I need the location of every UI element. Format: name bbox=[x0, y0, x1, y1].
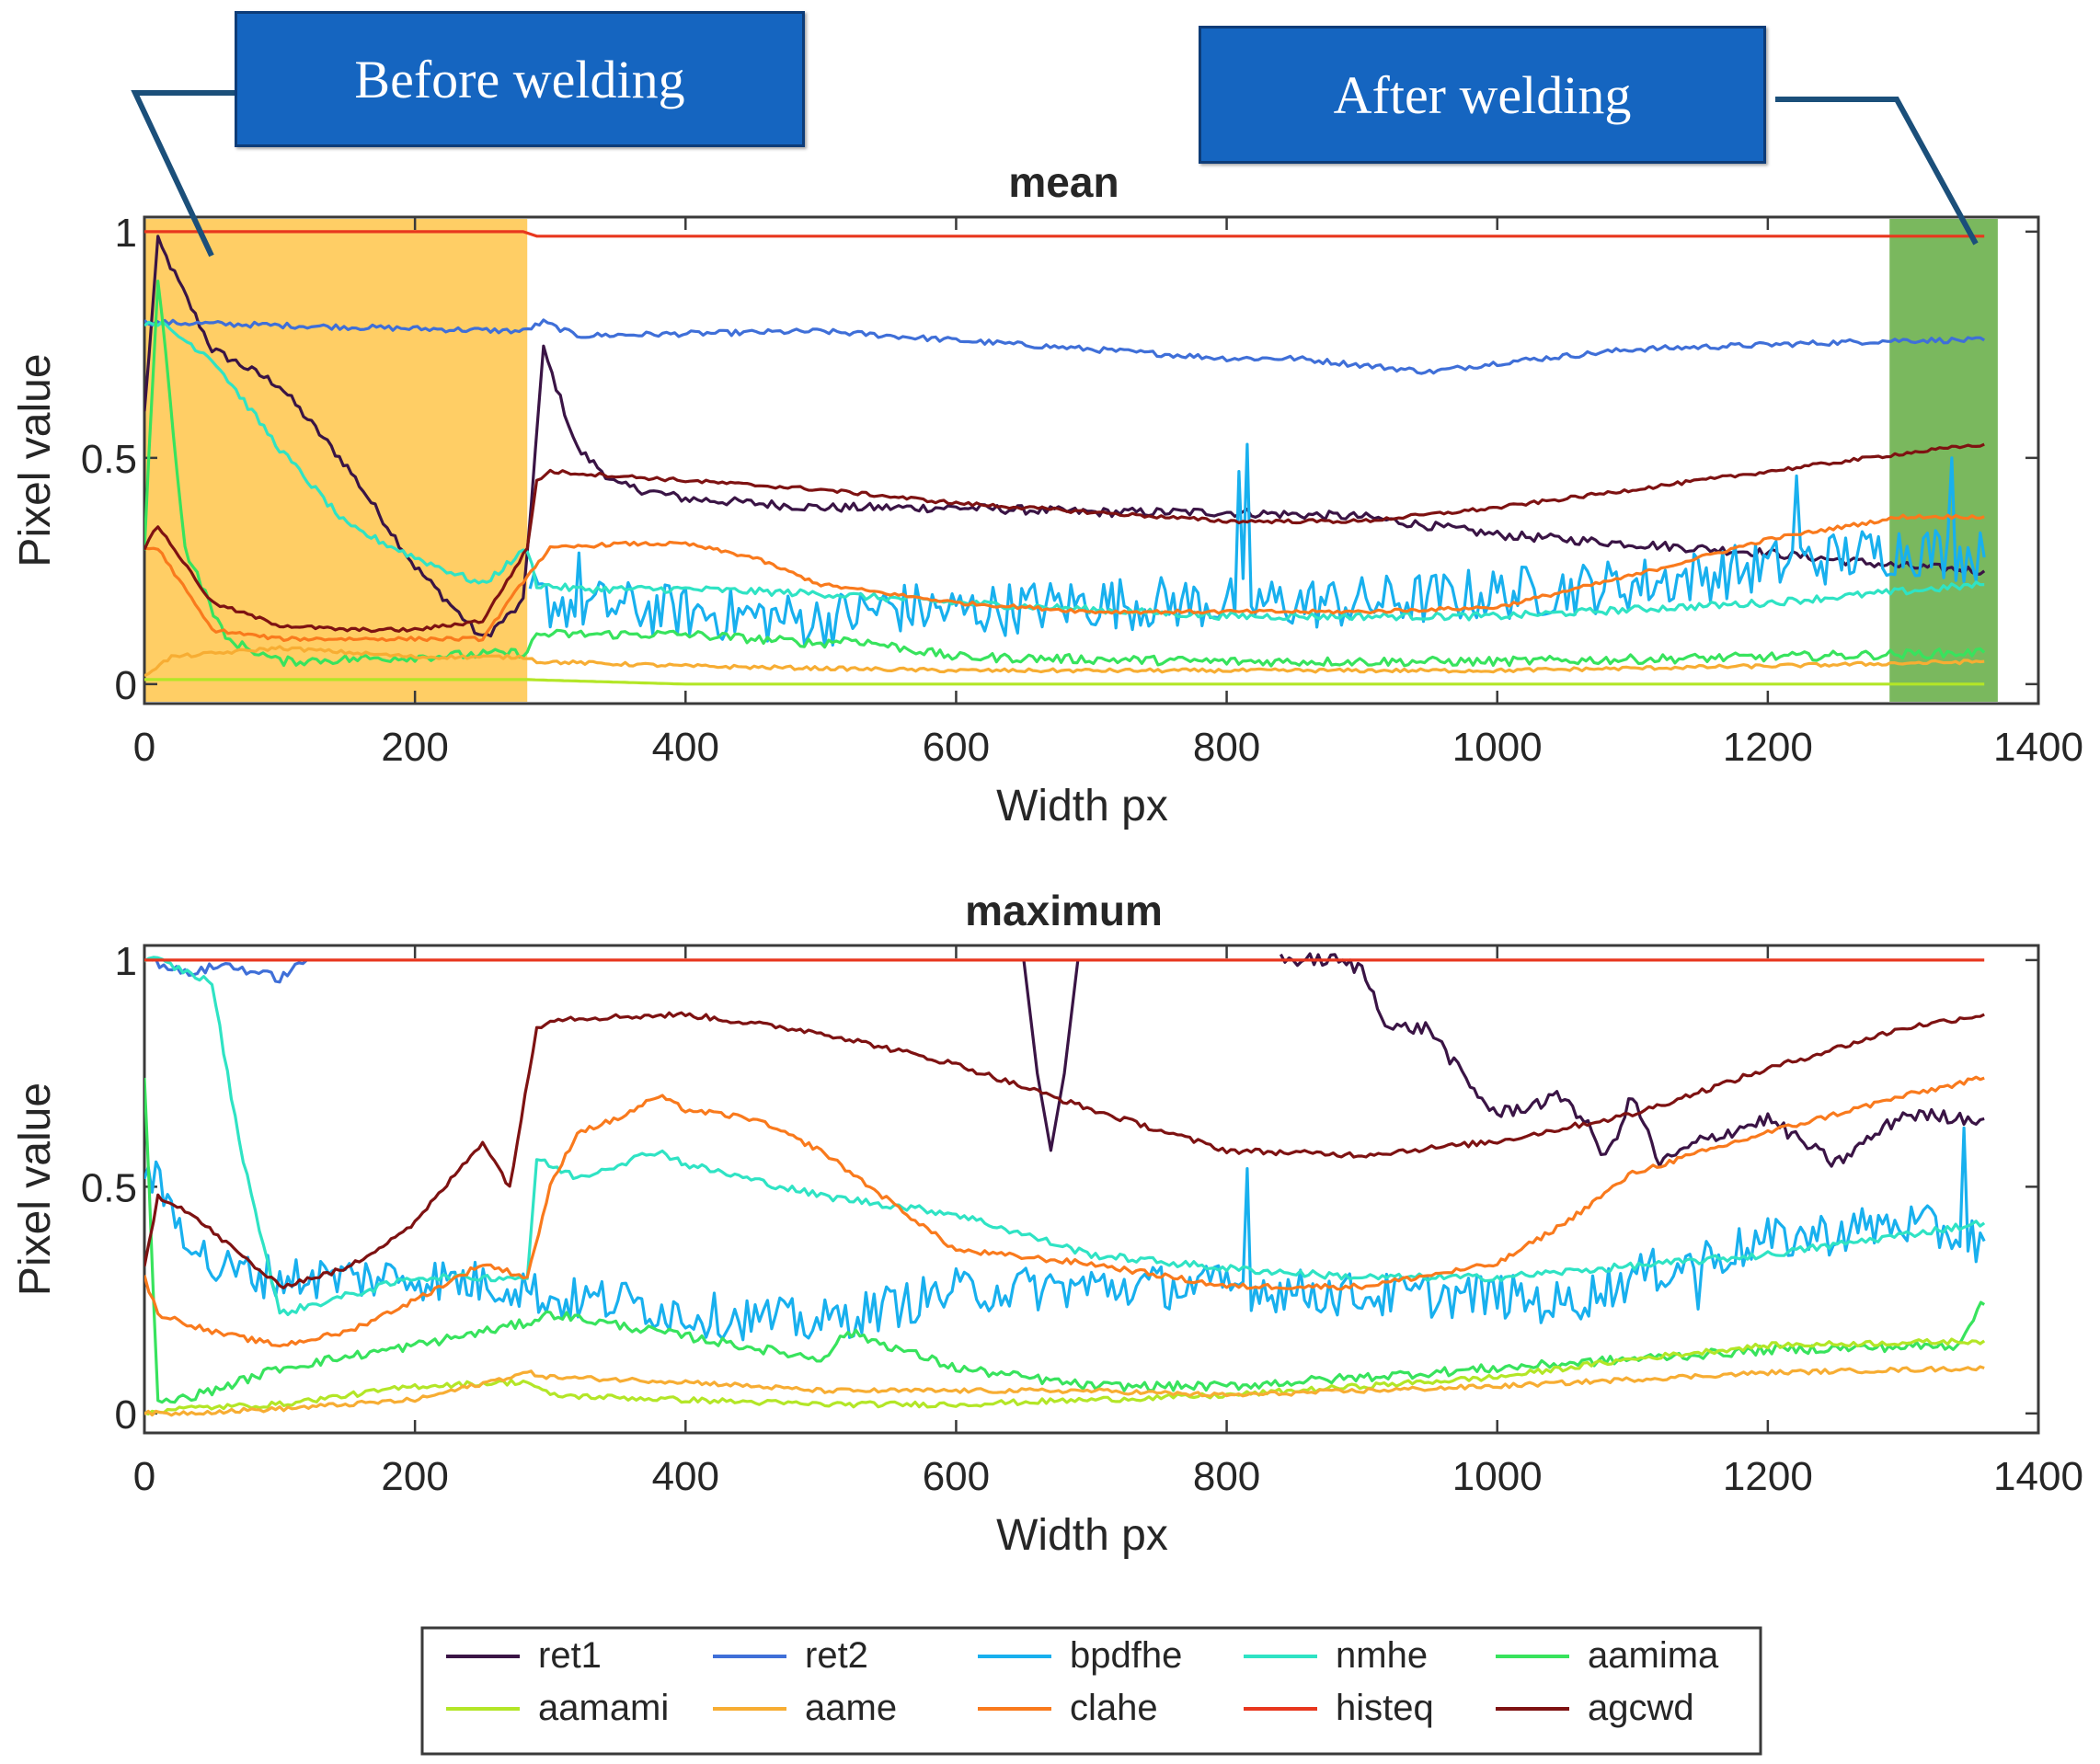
x-tick-label: 200 bbox=[381, 725, 448, 770]
x-tick-label: 800 bbox=[1193, 725, 1260, 770]
x-tick-label: 1000 bbox=[1452, 1454, 1543, 1499]
legend: ret1 ret2 bpdfhe nmhe aamima aamami aame clahe h… bbox=[420, 1626, 1762, 1756]
x-tick-label: 200 bbox=[381, 1454, 448, 1499]
x-tick-label: 600 bbox=[923, 725, 990, 770]
series-line-aame bbox=[144, 1365, 1985, 1417]
chart-title: maximum bbox=[965, 887, 1163, 934]
y-tick-label: 0 bbox=[115, 1392, 137, 1438]
legend-label-nmhe: nmhe bbox=[1336, 1635, 1428, 1676]
series-line-clahe bbox=[144, 513, 1985, 643]
y-tick-label: 0.5 bbox=[81, 437, 137, 482]
after-welding-callout: After welding bbox=[1199, 26, 1766, 164]
x-tick-label: 0 bbox=[133, 725, 155, 770]
after-welding-region bbox=[1889, 219, 1998, 702]
legend-label-clahe: clahe bbox=[1070, 1688, 1158, 1728]
chart-panel-maximum: 0 200 400 600 800 1000 1200 1400 0 0.5 1 maximum Wid… bbox=[11, 887, 2083, 1560]
series-line-agcwd bbox=[144, 442, 1985, 634]
x-tick-label: 1200 bbox=[1723, 725, 1813, 770]
series-line-histeq bbox=[144, 230, 1985, 238]
after-welding-pointer bbox=[1775, 97, 1979, 246]
x-tick-label: 400 bbox=[652, 1454, 719, 1499]
series-line-aamima bbox=[144, 1077, 1986, 1404]
y-tick-label: 1 bbox=[115, 211, 137, 256]
x-tick-label: 0 bbox=[133, 1454, 155, 1499]
series-line-ret1-segment bbox=[1279, 952, 1985, 1168]
legend-label-bpdfhe: bpdfhe bbox=[1070, 1635, 1182, 1676]
before-welding-pointer bbox=[131, 90, 236, 258]
legend-label-aamami: aamami bbox=[538, 1688, 669, 1728]
legend-label-aamima: aamima bbox=[1588, 1635, 1719, 1676]
series-line-bpdfhe bbox=[144, 1126, 1986, 1342]
y-tick-label: 0 bbox=[115, 663, 137, 708]
x-tick-label: 1000 bbox=[1452, 725, 1543, 770]
series-line-aamima bbox=[144, 280, 1986, 668]
series-line-bpdfhe bbox=[528, 442, 1986, 647]
plot-frame bbox=[143, 944, 2040, 1435]
series-line-aamami bbox=[144, 1337, 1986, 1416]
series-lines bbox=[144, 952, 1986, 1417]
x-tick-label: 600 bbox=[923, 1454, 990, 1499]
legend-label-histeq: histeq bbox=[1336, 1688, 1434, 1728]
series-line-ret1 bbox=[1022, 959, 1080, 1152]
legend-box bbox=[420, 1626, 1762, 1756]
series-line-clahe bbox=[144, 1075, 1985, 1348]
legend-label-ret2: ret2 bbox=[805, 1635, 868, 1676]
series-line-nmhe bbox=[144, 320, 1985, 622]
chart-title: mean bbox=[1008, 158, 1119, 206]
x-axis-label: Width px bbox=[996, 1511, 1168, 1560]
after-welding-label: After welding bbox=[1333, 64, 1632, 125]
x-axis-label: Width px bbox=[996, 782, 1168, 830]
y-tick-label: 1 bbox=[115, 939, 137, 984]
plot-frame bbox=[143, 215, 2040, 705]
legend-label-ret1: ret1 bbox=[538, 1635, 602, 1676]
series-lines bbox=[144, 230, 1986, 686]
x-tick-label: 400 bbox=[652, 725, 719, 770]
before-welding-callout: Before welding bbox=[235, 11, 805, 147]
series-line-aame bbox=[144, 645, 1985, 678]
series-line-aamami bbox=[144, 678, 1985, 686]
legend-label-agcwd: agcwd bbox=[1588, 1688, 1694, 1728]
x-tick-label: 800 bbox=[1193, 1454, 1260, 1499]
chart-panel-mean: 0 200 400 600 800 1000 1200 1400 0 0.5 1 mean Width … bbox=[11, 158, 2083, 830]
series-line-ret2 bbox=[144, 318, 1986, 375]
y-tick-label: 0.5 bbox=[81, 1165, 137, 1210]
x-tick-label: 1400 bbox=[1993, 1454, 2083, 1499]
x-tick-label: 1400 bbox=[1993, 725, 2083, 770]
y-axis-label: Pixel value bbox=[11, 1082, 60, 1296]
series-line-ret1 bbox=[144, 235, 1986, 638]
x-tick-label: 1200 bbox=[1723, 1454, 1813, 1499]
series-line-agcwd bbox=[144, 1011, 1985, 1289]
legend-label-aame: aame bbox=[805, 1688, 897, 1728]
y-axis-label: Pixel value bbox=[11, 353, 60, 567]
before-welding-label: Before welding bbox=[354, 49, 685, 109]
